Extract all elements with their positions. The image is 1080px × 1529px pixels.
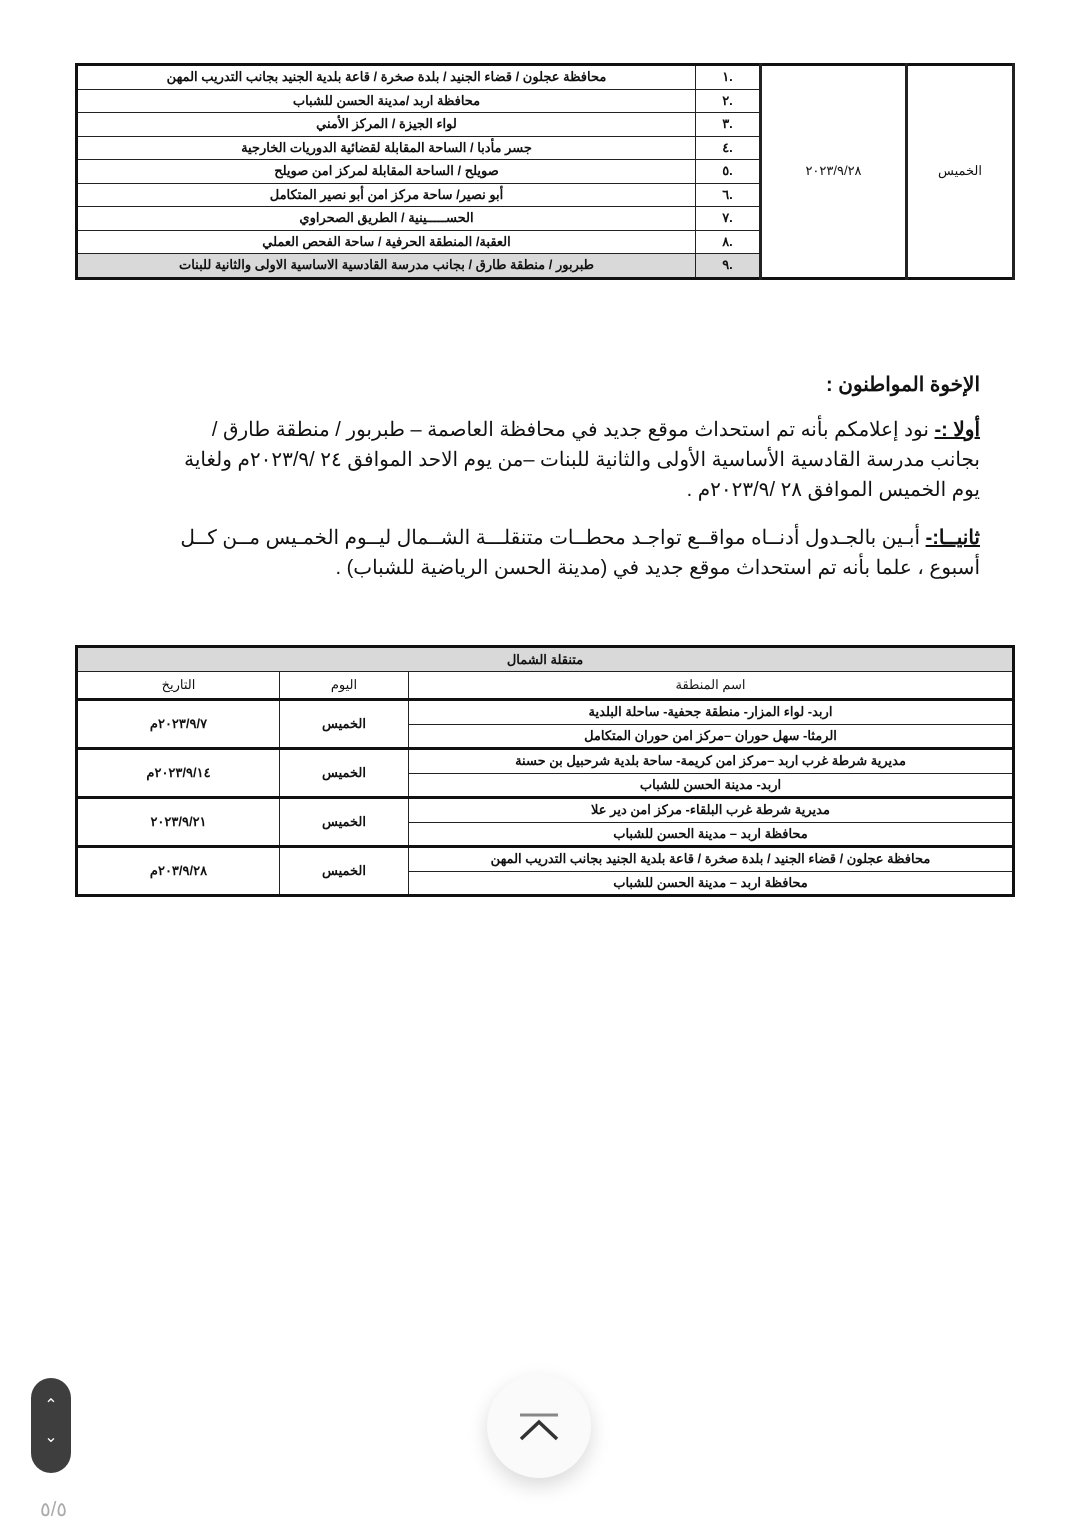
day-cell: الخميس [279,845,409,896]
greeting: الإخوة المواطنون : [826,374,980,396]
location-cell: محافظة عجلون / قضاء الجنيد / بلدة صخرة /… [76,64,696,90]
area-cell: محافظة عجلون / قضاء الجنيد / بلدة صخرة /… [408,845,1014,872]
area-cell: محافظة اربد – مدينة الحسن للشباب [408,870,1014,896]
table-row: .٩ طبربور / منطقة طارق / بجانب مدرسة القا… [76,253,1014,279]
table-row: مديرية شرطة غرب البلقاء- مركز امن دير عل… [76,796,1014,847]
area-cell: الرمثا- سهل حوران –مركز امن حوران المتكا… [408,723,1014,749]
stations-table: الخميس ٢٠٢٣/٩/٢٨.١ محافظة عجلون / قضاء الج… [75,63,1015,280]
second-paragraph: ثانيــا:- أبـين بالجـدول أدنــاه مواقــع… [180,523,980,583]
header-area: اسم المنطقة [408,671,1014,700]
table-row: اربد- مدينة الحسن للشباب [77,772,1014,798]
row-number: .٨ [695,229,761,254]
location-cell: محافظة اربد /مدينة الحسن للشباب [76,88,696,113]
first-label: أولا :- [934,419,981,441]
chevron-down-icon[interactable]: ⌄ [44,1429,58,1446]
day-cell: الخميس [279,698,409,749]
table-row: الخميس ٢٠٢٣/٩/٢٨.١ محافظة عجلون / قضاء الج… [76,64,1015,279]
table-title: متنقلة الشمال [76,646,1014,672]
second-line-2: أسبوع ، علما بأنه تم استحداث موقع جديد ف… [335,557,980,579]
area-cell: مديرية شرطة غرب اربد –مركز امن كريمة- سا… [408,747,1014,774]
row-number: .٥ [695,159,761,184]
location-cell: العقبة/ المنطقة الحرفية / ساحة الفحص الع… [76,229,696,254]
location-cell: صويلح / الساحة المقابلة لمركز امن صويلح [76,159,696,184]
first-line-2: بجانب مدرسة القادسية الأساسية الأولى وال… [184,449,980,471]
location-cell: أبو نصير/ ساحة مركز امن أبو نصير المتكام… [76,182,696,207]
page-navigator: ⌃ ⌄ [31,1378,71,1473]
date-cell: ٢٠٢٣/٩/٢١ [76,796,280,847]
table-row: .٦ أبو نصير/ ساحة مركز امن أبو نصير المتك… [76,182,1014,207]
table-row: محافظة عجلون / قضاء الجنيد / بلدة صخرة /… [76,845,1014,896]
location-cell: لواء الجيزة / المركز الأمني [76,112,696,137]
date-cell: ٢٠٢٣/٩/١٤م [76,747,280,798]
table-row: .٢ محافظة اربد /مدينة الحسن للشباب [76,88,1014,113]
location-cell: الحســـــينية / الطريق الصحراوي [76,206,696,231]
header-date: التاريخ [76,671,280,700]
row-number: .٣ [695,112,761,137]
area-cell: محافظة اربد – مدينة الحسن للشباب [408,821,1014,847]
chevron-up-icon[interactable]: ⌃ [44,1397,58,1414]
second-line-1: أبـين بالجـدول أدنــاه مواقــع تواجـد مح… [180,527,926,549]
table-row: اربد- لواء المزار- منطقة جحفية- ساحلة ال… [76,698,1014,749]
row-number: .٦ [695,182,761,207]
row-number: .٤ [695,135,761,160]
day-cell: الخميس [279,747,409,798]
row-number: .٢ [695,88,761,113]
page-indicator: ٥/٥ [40,1499,68,1521]
first-paragraph: أولا :- نود إعلامكم بأنه تم استحداث موقع… [184,415,980,505]
table-row: .٧ الحســـــينية / الطريق الصحراوي [76,206,1014,231]
area-cell: مديرية شرطة غرب البلقاء- مركز امن دير عل… [408,796,1014,823]
row-number: .٧ [695,206,761,231]
table-row: مديرية شرطة غرب اربد –مركز امن كريمة- سا… [76,747,1014,798]
first-line-1: نود إعلامكم بأنه تم استحداث موقع جديد في… [211,419,935,441]
location-cell: جسر مأدبا / الساحة المقابلة لقضائية الدو… [76,135,696,160]
table-row: .٣ لواء الجيزة / المركز الأمني [76,112,1014,137]
scroll-to-top-icon [519,1413,559,1441]
row-number: .٩ [695,253,761,279]
table-row: محافظة اربد – مدينة الحسن للشباب [77,821,1014,847]
day-cell: الخميس [905,64,1015,279]
scroll-to-top-button[interactable] [487,1374,591,1478]
date-cell: ٢٠٢٣/٩/٢٨ [759,64,908,279]
second-label: ثانيــا:- [925,527,980,549]
table-row: محافظة اربد – مدينة الحسن للشباب [77,870,1014,896]
date-cell: ٢٠٢٣/٩/٧م [76,698,280,749]
header-day: اليوم [279,671,409,700]
location-cell: طبربور / منطقة طارق / بجانب مدرسة القادس… [76,253,696,279]
row-number: .١ [695,64,761,90]
first-line-3: يوم الخميس الموافق ٢٨ /٢٠٢٣/٩م . [686,479,980,501]
table-row: .٨ العقبة/ المنطقة الحرفية / ساحة الفحص ا… [76,229,1014,254]
date-cell: ٢٠٣/٩/٢٨م [76,845,280,896]
day-cell: الخميس [279,796,409,847]
area-cell: اربد- لواء المزار- منطقة جحفية- ساحلة ال… [408,698,1014,725]
north-mobile-table: متنقلة الشمال اسم المنطقة اليوم التاريخ … [75,645,1015,897]
area-cell: اربد- مدينة الحسن للشباب [408,772,1014,798]
